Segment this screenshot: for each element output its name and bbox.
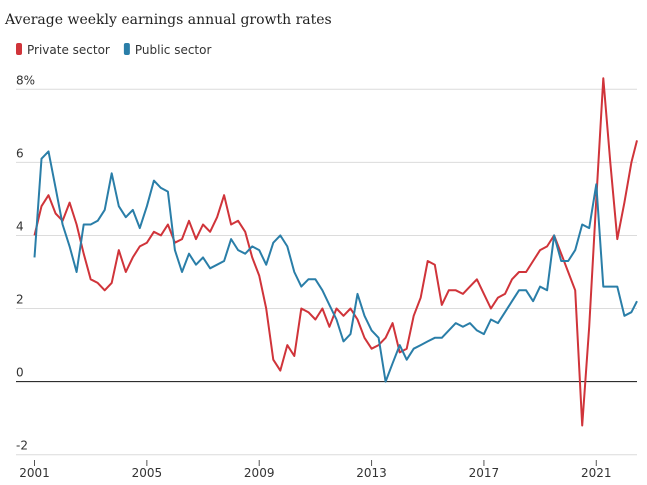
- x-tick-label: 2013: [356, 466, 387, 480]
- chart-title: Average weekly earnings annual growth ra…: [4, 12, 332, 28]
- x-tick-label: 2005: [132, 466, 163, 480]
- y-tick-label: 0: [16, 366, 24, 380]
- legend-label: Private sector: [27, 43, 110, 57]
- y-tick-label: 8%: [16, 73, 35, 87]
- x-tick-label: 2021: [581, 466, 612, 480]
- legend-swatch: [16, 43, 22, 55]
- y-tick-label: 6: [16, 146, 24, 160]
- x-tick-label: 2009: [244, 466, 275, 480]
- legend-label: Public sector: [135, 43, 212, 57]
- x-tick-label: 2001: [19, 466, 50, 480]
- series-line: [33, 77, 638, 427]
- y-tick-label: 2: [16, 293, 24, 307]
- x-tick-label: 2017: [469, 466, 500, 480]
- legend-swatch: [123, 43, 130, 55]
- y-tick-label: 4: [16, 219, 24, 233]
- y-tick-label: -2: [16, 439, 28, 453]
- series-line: [33, 150, 638, 383]
